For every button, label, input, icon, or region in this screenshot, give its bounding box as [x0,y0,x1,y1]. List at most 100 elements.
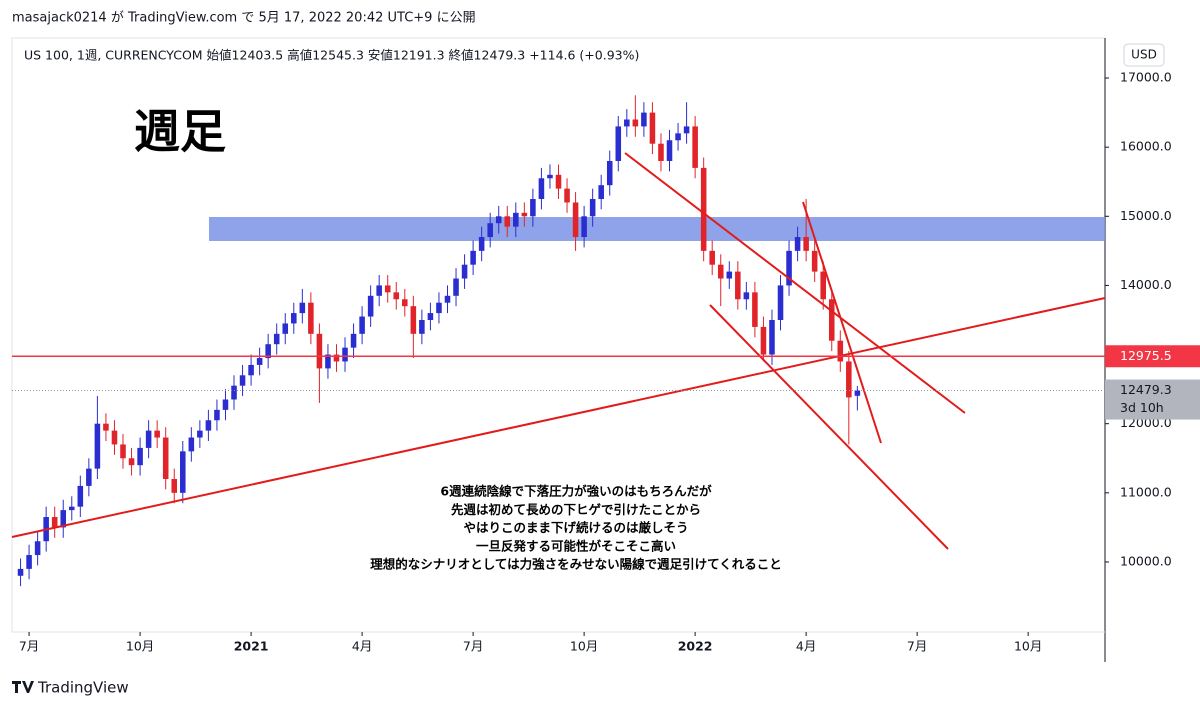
candle-body [615,126,622,161]
candle-body [282,323,289,334]
candle-body [436,302,442,314]
chart-title: 週足 [134,105,226,159]
resistance-zone [209,217,1105,241]
candle-body [803,237,809,251]
candle-body [239,375,246,386]
candle-body [598,185,604,200]
candle-body [530,199,536,217]
x-tick-label: 2022 [678,639,713,654]
candle-body [521,212,528,217]
trend-line [709,304,949,550]
candle-body [658,143,664,161]
x-tick-label: 4月 [796,639,816,654]
candle-body [248,364,254,376]
candle-body [547,174,553,179]
candle-body [606,160,613,186]
candle-body [735,271,741,300]
trend-line [11,297,1106,538]
candle-body [94,423,101,469]
candle-body [837,340,844,362]
candle-body [513,212,519,227]
y-tick-label: 15000.0 [1120,208,1172,223]
candle-body [393,292,400,300]
candle-body [769,319,775,355]
candle-body [120,444,126,459]
candle-body [632,119,639,127]
candle-body [137,447,143,466]
y-tick-label: 10000.0 [1120,553,1172,568]
candle-body [145,430,152,448]
candle-body [419,319,425,334]
trend-line [802,201,882,444]
candle-body [752,292,758,327]
candle-body [811,250,818,272]
candle-body [846,361,852,398]
candle-body [60,510,67,528]
candle-body [299,302,306,314]
candle-body [794,237,801,251]
candle-body [367,295,374,317]
annotation-line: 理想的なシナリオとしては力強さをみせない陽線で週足引けてくれること [370,557,782,572]
candle-body [444,295,451,303]
candle-body [273,333,280,345]
candle-body [402,299,408,307]
countdown: 3d 10h [1120,400,1164,415]
candle-body [34,541,41,556]
candle-body [342,347,348,362]
candle-body [197,430,203,438]
candle-body [68,506,75,511]
currency-button[interactable] [1123,43,1165,67]
candle-body [461,264,468,279]
y-tick-label: 16000.0 [1120,139,1172,154]
y-tick-label: 11000.0 [1120,484,1172,499]
candle-body [470,250,476,265]
candle-body [103,423,109,431]
candle-body [265,344,271,359]
candle-body [786,250,792,286]
annotation-line: 一旦反発する可能性がそこそこ高い [476,538,676,553]
last-price-label: 12479.3 [1120,382,1172,397]
candle-body [205,420,212,431]
candle-body [572,202,579,238]
candle-body [760,326,767,355]
annotation: 6週連続陰線で下落圧力が強いのはもちろんだが先週は初めて長めの下ヒゲで引けたこと… [370,484,782,572]
plot-frame [11,37,1106,633]
candle-body [316,333,323,369]
legend-text: US 100, 1週, CURRENCYCOM 始値12403.5 高値1254… [24,48,639,63]
candle-body [154,430,160,438]
candle-body [188,437,195,452]
annotation-line: やはりこのまま下げ続けるのは厳しそう [463,520,688,535]
candle-body [308,302,314,334]
candle-body [487,223,493,238]
candles [17,95,861,587]
candle-body [709,250,715,265]
trend-lines [11,152,1106,550]
y-tick-label: 17000.0 [1120,70,1172,85]
candle-body [828,299,835,341]
candle-body [171,479,178,493]
candle-body [854,390,861,396]
brand-logo [12,681,34,693]
candle-body [641,112,647,127]
annotation-line: 6週連続陰線で下落圧力が強いのはもちろんだが [440,484,712,499]
candle-body [325,354,331,369]
candle-body [555,174,562,189]
candle-body [51,517,58,528]
candle-body [376,285,382,296]
candle-body [478,237,485,251]
candle-body [214,409,220,421]
x-tick-label: 10月 [1014,639,1042,654]
candle-body [820,271,826,300]
x-tick-label: 4月 [352,639,372,654]
candle-body [683,126,690,134]
candle-body [700,167,707,251]
candle-body [410,306,417,334]
candle-body [666,140,673,161]
last-price-tag [1105,379,1200,420]
x-tick-label: 10月 [126,639,154,654]
x-tick-label: 2021 [234,639,269,654]
currency[interactable]: USD [1131,48,1157,62]
candle-body [291,313,297,324]
candle-body [111,430,118,445]
